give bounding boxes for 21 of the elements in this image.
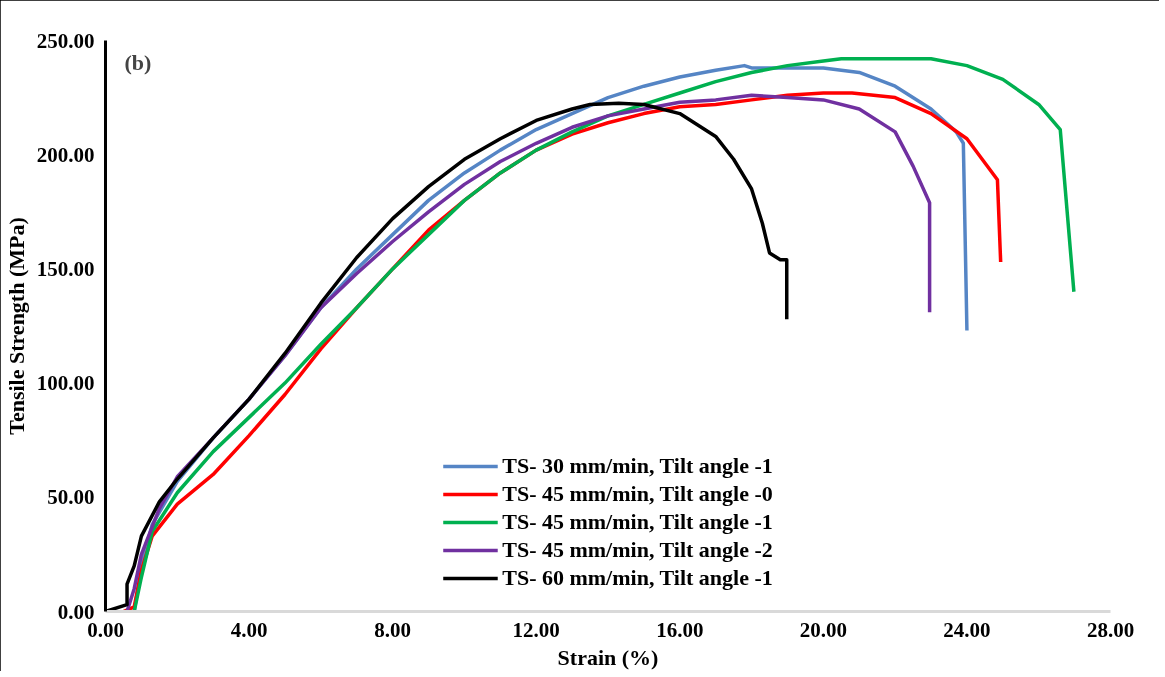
x-tick-label: 12.00 (512, 617, 560, 642)
x-tick-label: 16.00 (656, 617, 704, 642)
legend-label: TS- 45 mm/min, Tilt angle -1 (502, 509, 773, 535)
x-tick-label: 8.00 (374, 617, 412, 642)
annotation: (b) (124, 49, 152, 75)
legend-label: TS- 45 mm/min, Tilt angle -2 (502, 537, 773, 563)
y-tick-label: 200.00 (36, 142, 95, 167)
x-tick-label: 24.00 (943, 617, 991, 642)
y-tick-label: 100.00 (36, 371, 95, 396)
x-axis-title: Strain (%) (557, 644, 659, 670)
y-tick-label: 250.00 (36, 28, 95, 53)
x-tick-label: 20.00 (799, 617, 847, 642)
y-axis-title: Tensile Strength (MPa) (3, 217, 29, 435)
legend-label: TS- 30 mm/min, Tilt angle -1 (502, 453, 773, 479)
legend-label: TS- 60 mm/min, Tilt angle -1 (502, 565, 773, 591)
y-tick-label: 150.00 (36, 256, 95, 281)
x-tick-label: 4.00 (230, 617, 268, 642)
y-tick-label: 50.00 (47, 485, 95, 510)
legend-label: TS- 45 mm/min, Tilt angle -0 (502, 481, 773, 507)
y-tick-label: 0.00 (57, 599, 95, 624)
x-tick-label: 28.00 (1086, 617, 1135, 642)
